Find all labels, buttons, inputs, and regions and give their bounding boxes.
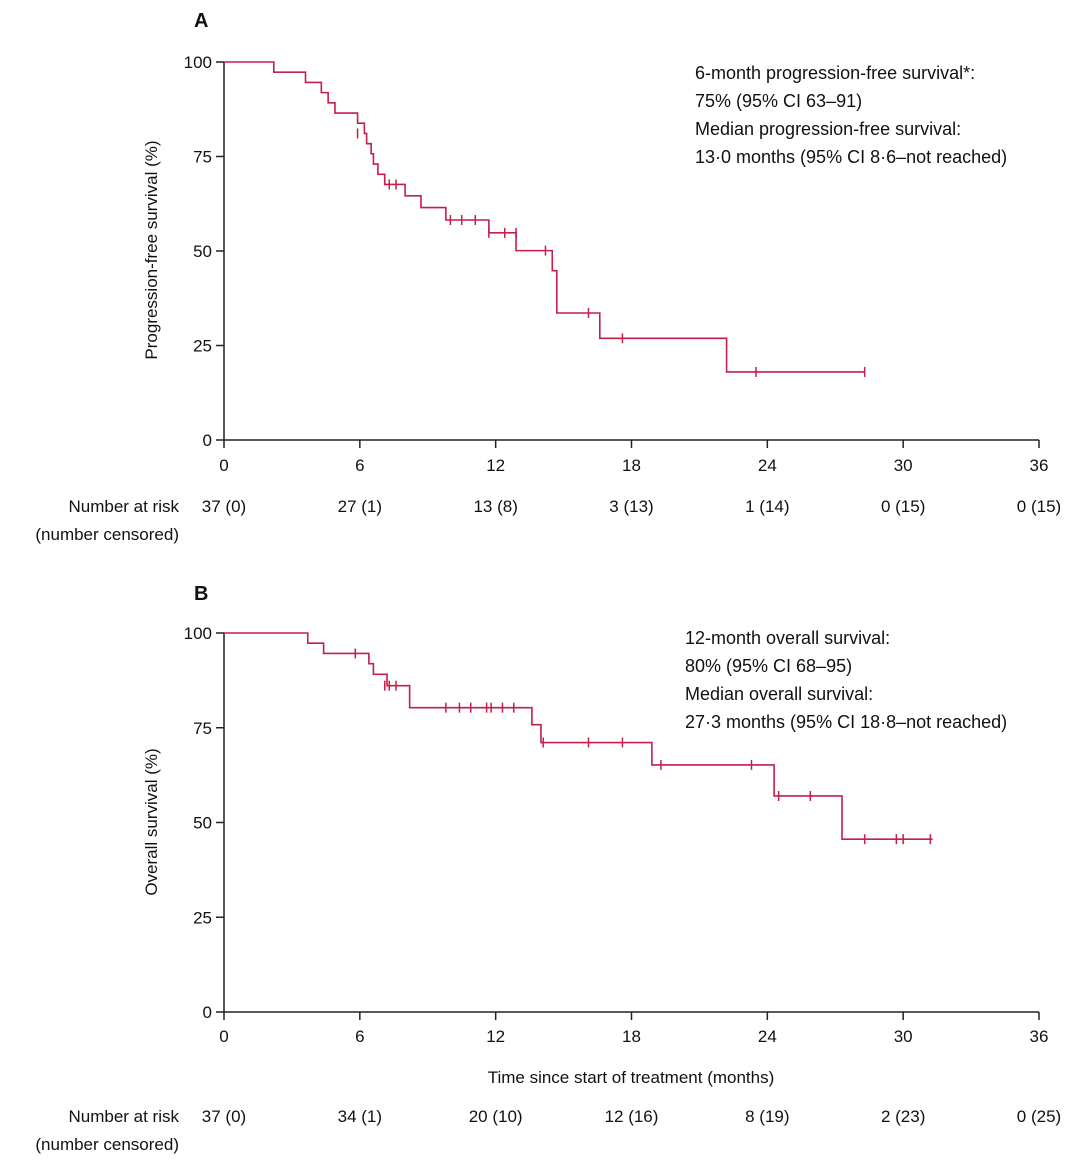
panel-b-survival-curve	[224, 632, 933, 840]
panel-a-x-tick-label: 0	[219, 456, 228, 475]
panel-a-y-tick-label: 25	[193, 337, 212, 356]
panel-b-risk-value: 8 (19)	[745, 1107, 789, 1126]
panel-a-x-tick-label: 12	[486, 456, 505, 475]
panel-b-annotation-line-2: 80% (95% CI 68–95)	[685, 656, 852, 676]
panel-b-risk-value: 12 (16)	[605, 1107, 659, 1126]
panel-b-y-tick-label: 75	[193, 719, 212, 738]
panel-a: A 6-month progression-free survival*: 75…	[35, 10, 1061, 544]
panel-a-annotation-line-2: 75% (95% CI 63–91)	[695, 91, 862, 111]
panel-a-x-tick-label: 36	[1030, 456, 1049, 475]
panel-b-x-tick-label: 0	[219, 1027, 228, 1046]
panel-a-risk-value: 1 (14)	[745, 497, 789, 516]
panel-b-x-tick-label: 12	[486, 1027, 505, 1046]
panel-b-x-tick-label: 18	[622, 1027, 641, 1046]
panel-a-risk-value: 3 (13)	[609, 497, 653, 516]
panel-b-x-tick-label: 24	[758, 1027, 777, 1046]
panel-b-x-axis-title: Time since start of treatment (months)	[488, 1068, 775, 1087]
panel-b-risk-value: 2 (23)	[881, 1107, 925, 1126]
panel-a-x-tick-label: 6	[355, 456, 364, 475]
panel-a-risk-value: 0 (15)	[881, 497, 925, 516]
panel-b-risk-value: 37 (0)	[202, 1107, 246, 1126]
panel-a-y-tick-label: 75	[193, 148, 212, 167]
panel-b: B 12-month overall survival: 80% (95% CI…	[35, 583, 1061, 1154]
panel-a-annotation-line-1: 6-month progression-free survival*:	[695, 63, 975, 83]
panel-b-y-tick-label: 50	[193, 814, 212, 833]
panel-b-risk-value: 34 (1)	[338, 1107, 382, 1126]
panel-b-y-tick-label: 0	[203, 1003, 212, 1022]
panel-a-risk-value: 13 (8)	[473, 497, 517, 516]
panel-b-risk-table-title-line-2: (number censored)	[35, 1135, 179, 1154]
panel-a-risk-value: 27 (1)	[338, 497, 382, 516]
panel-a-x-tick-label: 30	[894, 456, 913, 475]
panel-a-y-axis-title: Progression-free survival (%)	[142, 140, 161, 359]
panel-a-risk-table-title-line-2: (number censored)	[35, 525, 179, 544]
panel-b-x-tick-label: 6	[355, 1027, 364, 1046]
panel-b-x-tick-label: 30	[894, 1027, 913, 1046]
panel-a-annotation-line-4: 13·0 months (95% CI 8·6–not reached)	[695, 147, 1007, 167]
panel-b-y-tick-label: 100	[184, 624, 212, 643]
panel-a-x-tick-label: 18	[622, 456, 641, 475]
panel-a-x-tick-label: 24	[758, 456, 777, 475]
panel-b-y-axis-title: Overall survival (%)	[142, 748, 161, 895]
panel-a-risk-value: 37 (0)	[202, 497, 246, 516]
panel-b-annotation-line-4: 27·3 months (95% CI 18·8–not reached)	[685, 712, 1007, 732]
panel-a-letter: A	[194, 10, 208, 32]
panel-a-annotation-line-3: Median progression-free survival:	[695, 119, 961, 139]
panel-b-y-tick-label: 25	[193, 908, 212, 927]
panel-a-y-tick-label: 0	[203, 431, 212, 450]
panel-b-risk-value: 20 (10)	[469, 1107, 523, 1126]
panel-b-letter: B	[194, 583, 208, 605]
panel-a-y-tick-label: 100	[184, 53, 212, 72]
panel-a-survival-curve	[224, 61, 865, 373]
panel-b-x-tick-label: 36	[1030, 1027, 1049, 1046]
panel-a-risk-table-title-line-1: Number at risk	[68, 497, 179, 516]
panel-b-risk-value: 0 (25)	[1017, 1107, 1061, 1126]
panel-b-risk-table-title-line-1: Number at risk	[68, 1107, 179, 1126]
panel-a-y-tick-label: 50	[193, 242, 212, 261]
panel-b-annotation-line-1: 12-month overall survival:	[685, 628, 890, 648]
panel-b-annotation-line-3: Median overall survival:	[685, 684, 873, 704]
panel-a-risk-value: 0 (15)	[1017, 497, 1061, 516]
